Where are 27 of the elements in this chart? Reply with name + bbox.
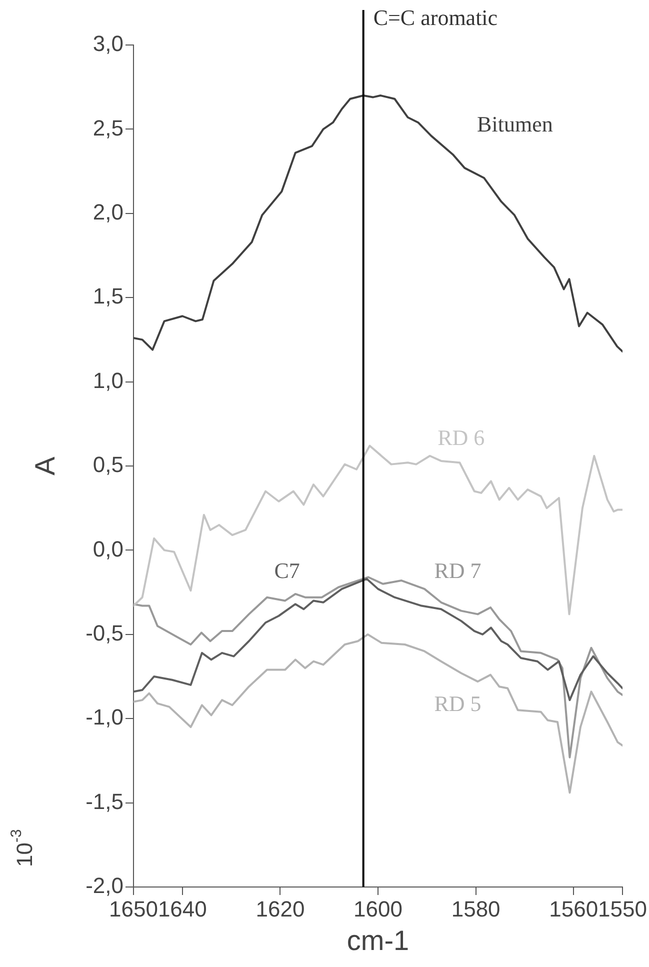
series-label: RD 5 (434, 690, 482, 716)
y-tick-label: 3,0 (92, 31, 124, 56)
y-tick-label: 1,5 (92, 284, 124, 309)
text: 10-3 (8, 829, 38, 867)
y-tick-label: 2,5 (92, 115, 124, 140)
y-tick-label: 0,5 (92, 452, 124, 478)
y-tick-label: -1,0 (86, 704, 124, 730)
x-tick-label: 1580 (451, 896, 500, 922)
x-axis-title: cm-1 (346, 924, 410, 956)
y-tick-label: 0,0 (92, 536, 124, 562)
x-tick-label: 1650 (109, 896, 158, 922)
y-tick-label: -0,5 (86, 620, 124, 646)
y-tick-label: 2,0 (92, 199, 124, 224)
series-label: C7 (274, 558, 300, 583)
x-tick-label: 1600 (354, 896, 402, 922)
y-tick-label: -2,0 (86, 873, 124, 898)
ref-line-label: C=C aromatic (373, 4, 498, 30)
series-label: RD 6 (438, 424, 485, 450)
x-tick-label: 1560 (549, 896, 598, 922)
x-tick-label: 1620 (256, 896, 305, 922)
series-label: Bitumen (477, 112, 553, 137)
y-tick-label: -1,5 (86, 788, 124, 814)
y-axis-title: A (30, 456, 61, 476)
series-label: RD 7 (434, 558, 482, 583)
y-tick-label: 1,0 (92, 368, 124, 393)
x-tick-label: 1550 (598, 896, 648, 922)
x-tick-label: 1640 (158, 896, 207, 922)
